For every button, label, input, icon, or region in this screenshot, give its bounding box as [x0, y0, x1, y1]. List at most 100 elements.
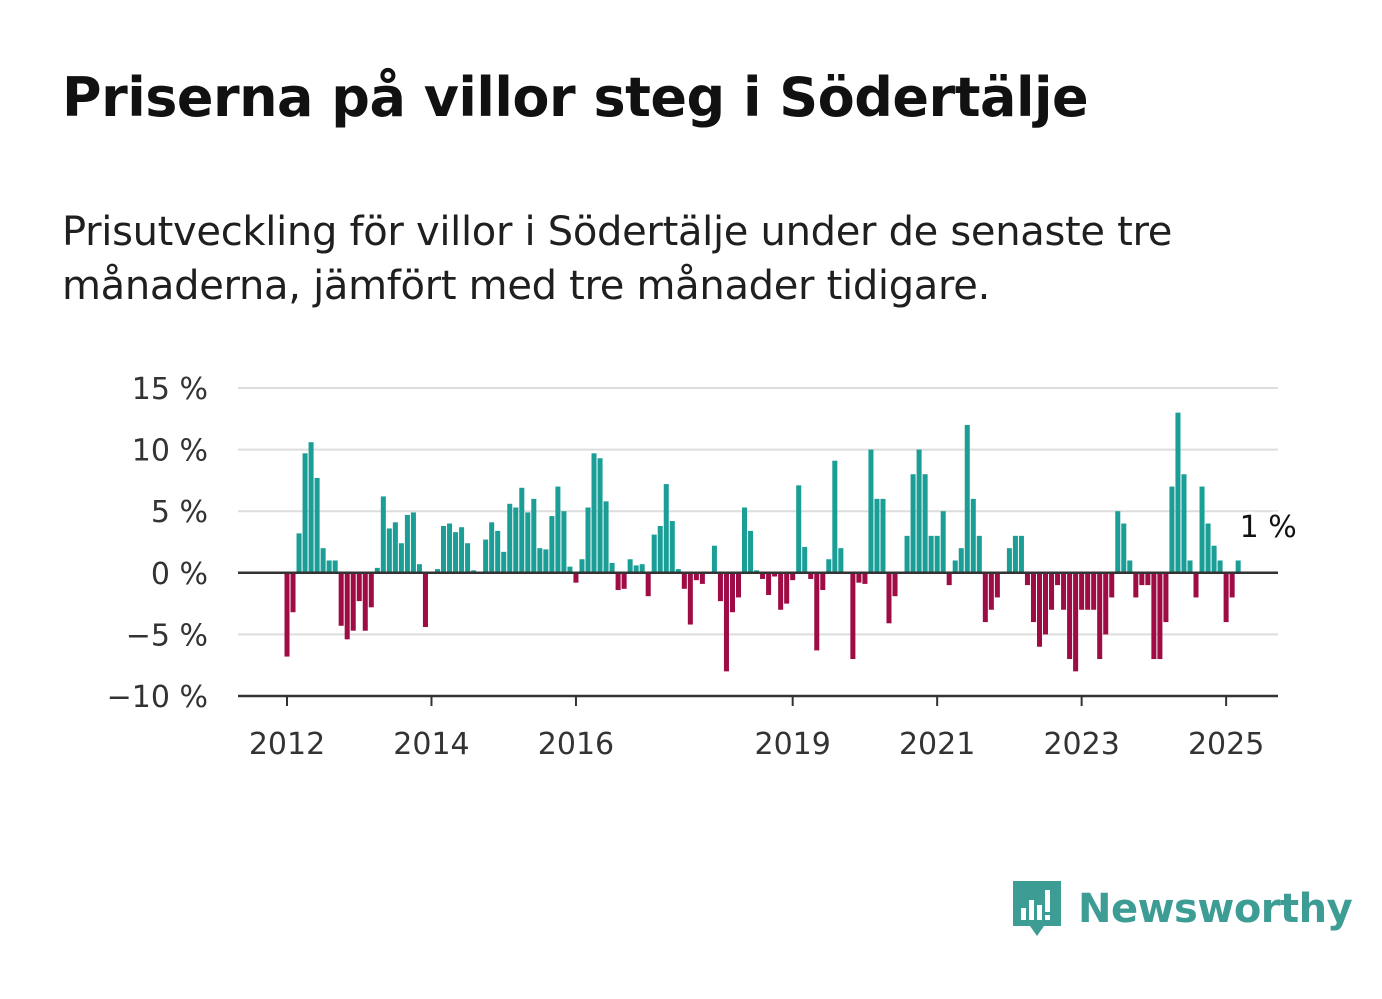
- bar: [1067, 572, 1073, 660]
- bar: [537, 548, 543, 573]
- bar: [904, 535, 910, 573]
- bar: [796, 485, 802, 573]
- axes: [238, 571, 1278, 698]
- y-tick-label: 0 %: [151, 557, 208, 592]
- bar: [380, 496, 386, 573]
- bar: [1091, 572, 1097, 610]
- bar: [302, 453, 308, 573]
- bar: [1024, 572, 1030, 586]
- bar: [525, 512, 531, 573]
- bar: [651, 534, 657, 573]
- bar: [1187, 560, 1193, 573]
- bar: [338, 572, 344, 626]
- bar: [603, 501, 609, 573]
- bar: [1109, 572, 1115, 598]
- bar: [609, 562, 615, 573]
- x-tick-label: 2014: [393, 727, 469, 762]
- bar: [621, 572, 627, 589]
- y-tick-label: 10 %: [132, 434, 208, 469]
- bar: [832, 460, 838, 573]
- bar: [687, 572, 693, 625]
- bar: [501, 551, 507, 573]
- bar: [350, 572, 356, 631]
- bar: [1163, 572, 1169, 623]
- bar: [669, 521, 675, 573]
- bar: [856, 572, 862, 583]
- bar: [1103, 572, 1109, 635]
- bar: [579, 559, 585, 573]
- bar: [982, 572, 988, 623]
- bar: [639, 564, 645, 573]
- y-tick-label: 15 %: [132, 372, 208, 407]
- y-axis-labels: 15 % 10 % 5 % 0 % −5 % −10 %: [107, 372, 208, 715]
- bar: [1169, 486, 1175, 573]
- bar: [489, 522, 495, 573]
- bar: [988, 572, 994, 610]
- newsworthy-logo: Newsworthy: [1010, 878, 1353, 940]
- bar: [693, 572, 699, 581]
- bar: [928, 535, 934, 573]
- bar: [495, 530, 501, 573]
- bar: [416, 564, 422, 573]
- bar: [946, 572, 952, 586]
- bar: [531, 498, 537, 573]
- y-tick-label: −5 %: [126, 618, 208, 653]
- bar: [717, 572, 723, 602]
- bar: [880, 498, 886, 573]
- bar: [633, 565, 639, 573]
- bar: [808, 572, 814, 579]
- x-tick-label: 2023: [1043, 727, 1119, 762]
- bar: [1175, 412, 1181, 573]
- bar: [1229, 572, 1235, 598]
- bar: [555, 486, 561, 573]
- bar: [1073, 572, 1079, 672]
- bar: [507, 503, 513, 573]
- bar: [729, 572, 735, 613]
- bar: [441, 525, 447, 573]
- bar: [1121, 523, 1127, 573]
- bar: [597, 458, 603, 573]
- bar: [994, 572, 1000, 598]
- bar: [386, 528, 392, 573]
- bar: [862, 572, 868, 584]
- bar: [723, 572, 729, 672]
- bar: [766, 572, 772, 595]
- x-tick-label: 2012: [249, 727, 325, 762]
- bar: [826, 559, 832, 573]
- bar: [1012, 535, 1018, 573]
- bar: [940, 511, 946, 573]
- bar: [410, 512, 416, 573]
- bar: [814, 572, 820, 651]
- bar: [344, 572, 350, 640]
- bar: [892, 572, 898, 597]
- bar: [356, 572, 362, 602]
- bar: [1055, 572, 1061, 586]
- end-value-label: 1 %: [1240, 510, 1297, 545]
- bar: [296, 533, 302, 573]
- bar: [1085, 572, 1091, 610]
- bar: [453, 532, 459, 573]
- x-tick-label: 2021: [899, 727, 975, 762]
- bar: [326, 560, 332, 573]
- bar: [910, 474, 916, 573]
- bar: [1049, 572, 1055, 610]
- bar: [1193, 572, 1199, 598]
- bar: [483, 539, 489, 573]
- gridlines: [238, 387, 1278, 636]
- bar: [1205, 523, 1211, 573]
- bar: [850, 572, 856, 660]
- bar: [964, 424, 970, 573]
- bar: [627, 559, 633, 573]
- bar: [1018, 535, 1024, 573]
- bar: [645, 572, 651, 597]
- bar: [1199, 486, 1205, 573]
- bar: [784, 572, 790, 604]
- bar: [916, 449, 922, 573]
- bar: [681, 572, 687, 589]
- bar: [1157, 572, 1163, 660]
- bar: [573, 572, 579, 583]
- bar: [958, 548, 964, 573]
- bar: [1079, 572, 1085, 610]
- bar: [1006, 548, 1012, 573]
